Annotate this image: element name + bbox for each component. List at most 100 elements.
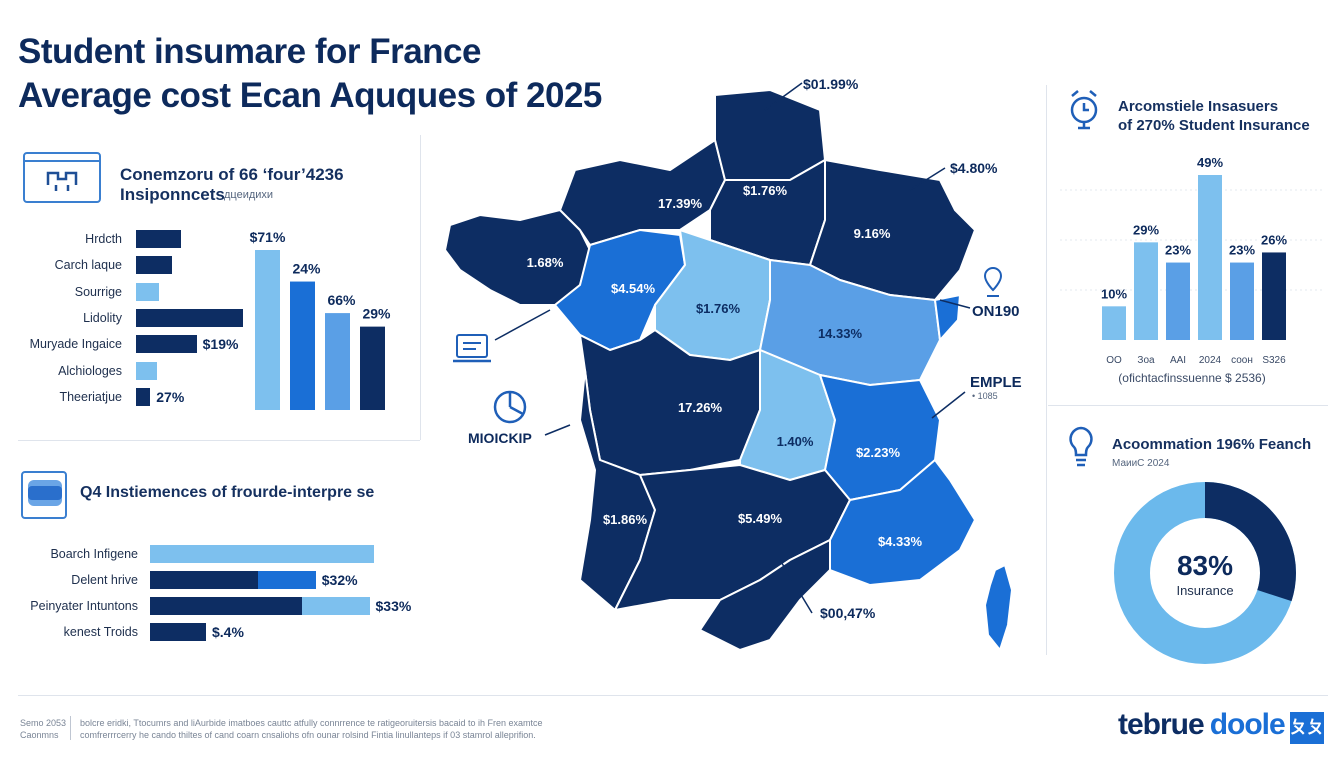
bar: [1230, 262, 1254, 340]
bar-value-label: $33%: [375, 598, 412, 614]
map-region-label: $4.33%: [878, 534, 923, 549]
bar-segment: [150, 623, 206, 641]
bar-value-label: 66%: [327, 292, 356, 308]
bar: [136, 282, 160, 301]
x-tick-label: Ѕ326: [1262, 355, 1286, 366]
bar: [136, 230, 181, 248]
map-region-label: 17.39%: [658, 196, 703, 211]
bar: [1166, 262, 1190, 340]
bar-category-label: Delent hrive: [71, 573, 138, 587]
map-callout: $01.99%: [803, 76, 859, 92]
divider: [1048, 405, 1328, 406]
brand-logo: tebrue doole: [1118, 708, 1286, 742]
page-title-line2: Average cost Ecan Aquques of 2025: [18, 76, 602, 115]
bar-category-label: Muryade Ingaice: [29, 337, 122, 352]
bar: [136, 335, 197, 354]
bar: [136, 256, 172, 275]
donut-chart: 83% Insurance: [1114, 482, 1296, 664]
horizontal-bar-chart: Hrdcth Carch laque Sourrige Lidolity Muryade…: [20, 230, 250, 410]
map-callout: ON190: [972, 303, 1020, 320]
donut-center-value: 83%: [1177, 550, 1233, 581]
alarm-clock-icon: [1070, 90, 1098, 130]
x-axis-label: (ofichtacfinssuenne $ 2536): [1118, 371, 1265, 385]
map-callout: MIOICKIP: [468, 430, 532, 446]
lightbulb-icon: [1069, 426, 1093, 467]
bar-value-label: $71%: [250, 229, 286, 245]
map-region-label: $1.76%: [696, 301, 741, 316]
x-tick-label: AAI: [1170, 355, 1186, 366]
bar: [136, 361, 158, 380]
chart1-subtitle: Insiponncets: [120, 185, 225, 204]
bar-category-label: kenest Troids: [63, 625, 138, 639]
footer-text-1: bolcre eridki, Ttocumrs and liAurbide im…: [80, 718, 543, 728]
x-tick-label: Зоа: [1137, 355, 1155, 366]
bar-segment: [302, 597, 370, 615]
region-midi: [614, 464, 851, 611]
bar-category-label: Carch laque: [54, 258, 122, 273]
monitor-icon: [23, 152, 101, 203]
chart4-subtitle: of 270% Student Insurance: [1118, 117, 1310, 134]
map-region-label: $2.23%: [856, 445, 901, 460]
region-north: [714, 89, 826, 181]
divider: [70, 716, 71, 740]
x-tick-label: соон: [1231, 355, 1253, 366]
x-tick-label: OO: [1106, 355, 1122, 366]
map-region-label: $5.49%: [738, 511, 783, 526]
right-bar-chart: 10% OO 29% Зоа 23% AAI 49% 2024 23% соон 26% Ѕ326 (o…: [1060, 155, 1322, 385]
bar-value-label: $.4%: [212, 624, 244, 640]
vertical-bar-chart: $71% 24% 66% 29%: [250, 229, 391, 410]
bar: [1262, 252, 1286, 340]
bar: [1134, 242, 1158, 340]
bar-segment: [257, 571, 316, 589]
map-callout: $4.80%: [950, 160, 998, 176]
bar-value-label: $32%: [321, 572, 358, 588]
brand-text: tebrue: [1118, 708, 1205, 741]
bar: [1198, 175, 1222, 340]
map-callout-note: • 1085: [972, 391, 998, 401]
location-pin-icon: [983, 266, 1003, 297]
region-occitanie: [699, 539, 831, 651]
chart1-subtitle-note: дцеидихи: [224, 189, 274, 201]
bar-value-label: 23%: [1229, 243, 1255, 258]
page-title-line1: Student insumare for France: [18, 32, 481, 71]
bar-value-label: 24%: [292, 261, 321, 277]
bar-category-label: Alchiologes: [58, 363, 122, 378]
bar-category-label: Boarch Infigene: [50, 547, 138, 561]
footer-left-1: Semo 2053: [20, 718, 67, 728]
divider: [18, 440, 420, 441]
bar-category-label: Hrdcth: [85, 232, 122, 246]
map-callout: EMPLE: [970, 374, 1022, 391]
donut-slice: [1114, 482, 1296, 664]
divider: [18, 695, 1328, 696]
bar: [255, 250, 280, 410]
map-region-label: $4.54%: [611, 281, 656, 296]
map-region-label: 17.26%: [678, 400, 723, 415]
map-region-label: 9.16%: [854, 226, 891, 241]
region-bourgogne: [759, 259, 941, 386]
chart4-title: Arcomstiele Insasuers: [1118, 98, 1279, 115]
bar-segment: [150, 545, 374, 563]
map-region-label: 1.68%: [527, 255, 564, 270]
divider: [420, 135, 421, 440]
france-map: 17.39% $1.76% 9.16% 1.68% $4.54% $1.76% 14.33%…: [444, 82, 1013, 651]
map-region-label: 1.40%: [777, 434, 814, 449]
stacked-bar-chart: Boarch Infigene Delent hrive $32% Peinyater…: [20, 545, 420, 655]
map-region-label: $1.86%: [603, 512, 648, 527]
bar-value-label: 29%: [1133, 222, 1159, 237]
bar-value-label: 26%: [1261, 232, 1287, 247]
divider: [1046, 85, 1047, 655]
pie-chart-icon: [493, 390, 527, 424]
bar-category-label: Sourrige: [74, 284, 122, 299]
footer-left-2: Caonmns: [20, 730, 59, 740]
bar-category-label: Peinyater Intuntons: [30, 599, 138, 613]
bar-segment: [150, 597, 303, 615]
bar: [1102, 306, 1126, 340]
map-callout: $00,47%: [820, 605, 876, 621]
region-west: [444, 209, 591, 306]
footer-text-2: comfrerrrcerry he cando thiltes of cand …: [80, 730, 536, 740]
bar: [136, 387, 151, 406]
bar-value-label: $19%: [202, 336, 239, 353]
map-region-label: $1.76%: [743, 183, 788, 198]
region-normandy: [559, 139, 726, 246]
map-region-label: 14.33%: [818, 326, 863, 341]
